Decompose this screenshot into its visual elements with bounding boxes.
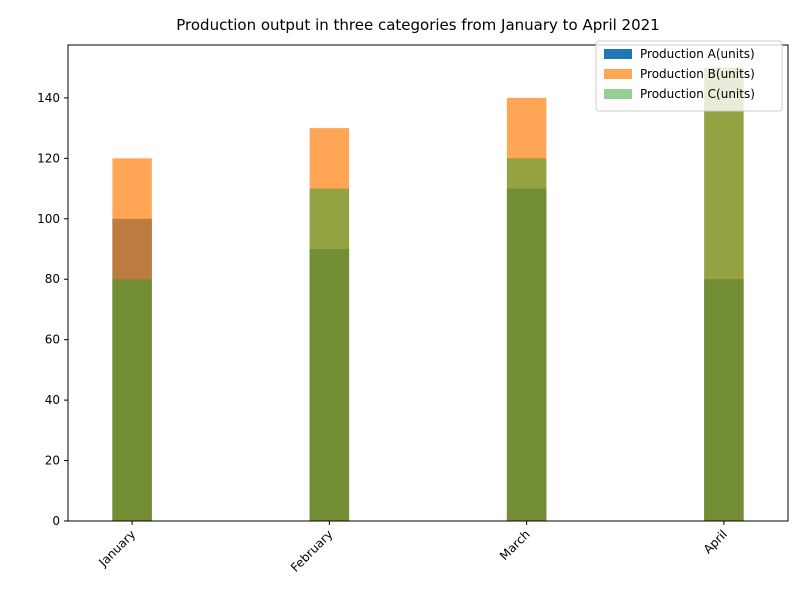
bar-production-c-units-april [704,67,744,522]
x-tick-label: February [288,527,336,575]
legend-label: Production B(units) [640,67,755,81]
legend-label: Production A(units) [640,47,755,61]
x-tick-label: March [497,527,533,563]
chart-title: Production output in three categories fr… [176,16,659,34]
legend-label: Production C(units) [640,87,755,101]
y-tick-label: 80 [45,272,60,286]
y-tick-label: 140 [37,91,60,105]
y-tick-label: 0 [52,514,60,528]
x-tick-label: January [95,527,138,570]
x-tick-label: April [701,527,730,556]
bar-production-c-units-january [112,279,152,521]
y-tick-label: 40 [45,393,60,407]
bar-production-c-units-march [506,158,547,522]
legend-swatch-production-a-units [604,49,632,59]
legend: Production A(units) Production B(units) Pr… [595,40,783,112]
y-tick-label: 100 [37,212,60,226]
y-tick-label: 120 [37,151,60,165]
legend-box [595,40,783,112]
y-tick-label: 20 [45,454,60,468]
y-tick-label: 60 [45,333,60,347]
legend-swatch-production-c-units [604,89,632,99]
bar-production-c-units-february [309,188,350,522]
plot-area [112,67,744,522]
axes-frame [67,44,789,522]
legend-swatch-production-b-units [604,69,632,79]
